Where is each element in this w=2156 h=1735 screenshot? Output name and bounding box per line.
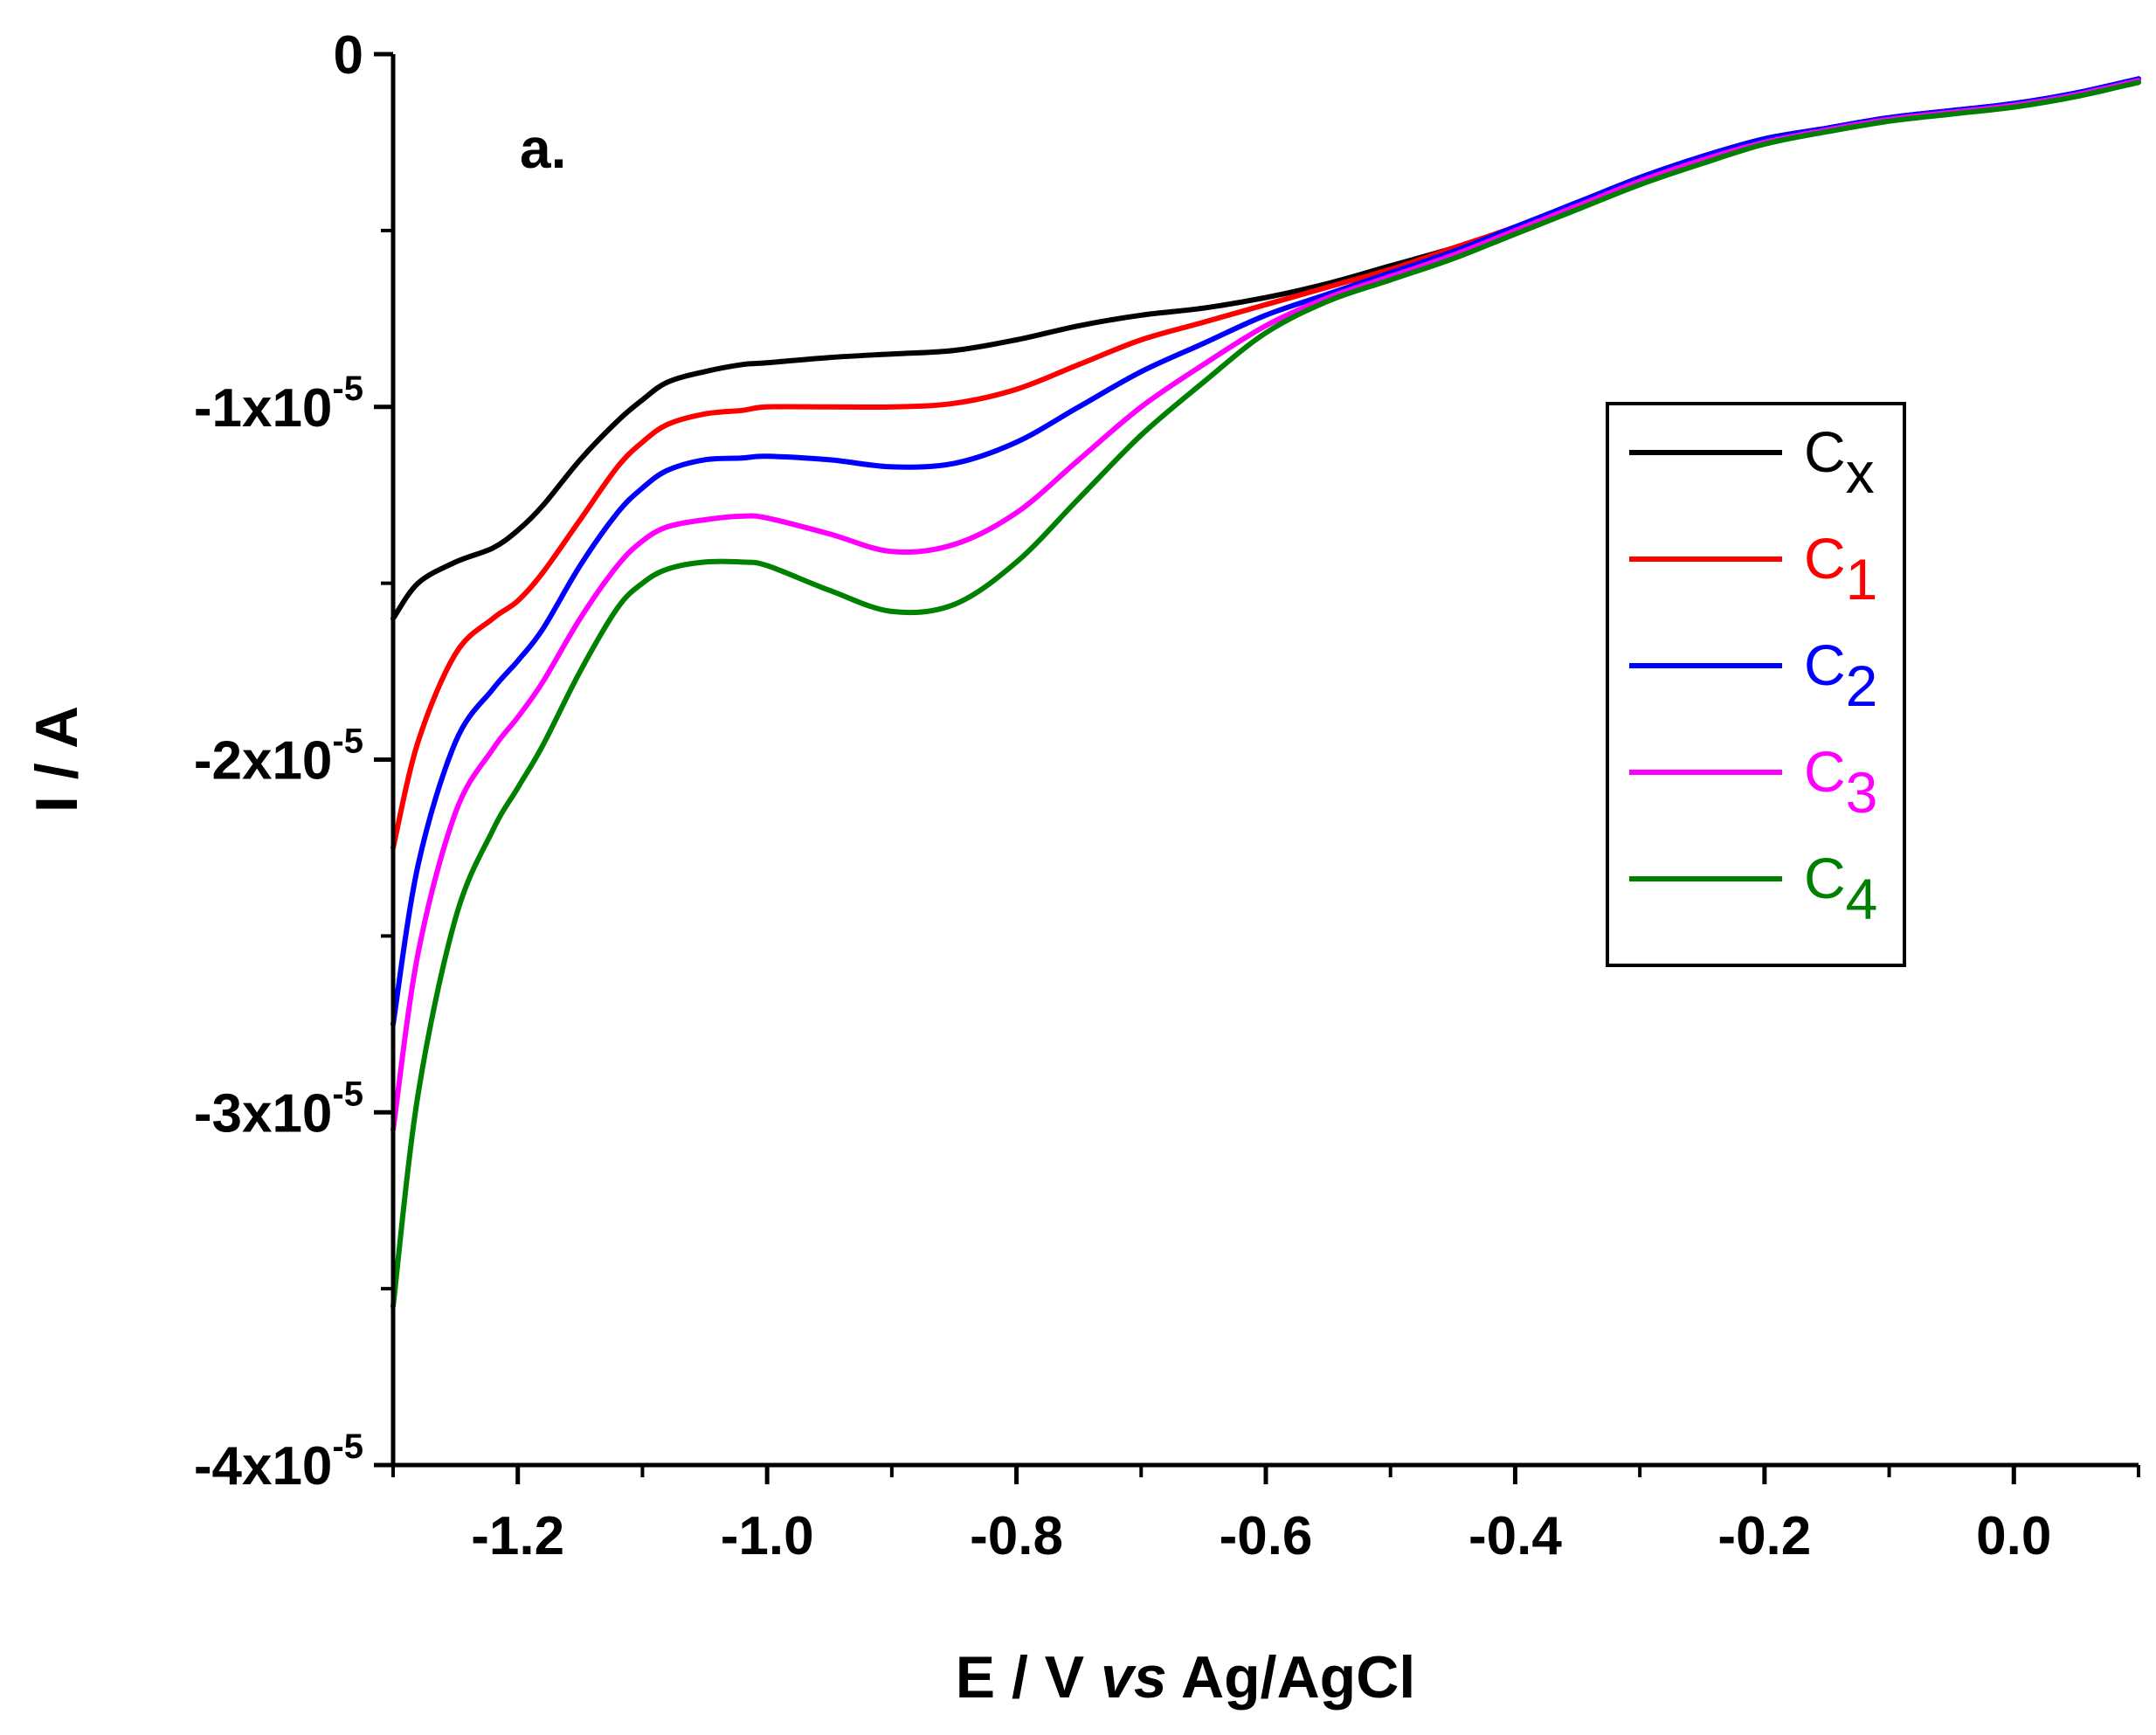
y-tick-exponent: -5 [332,1075,363,1113]
panel-label: a. [520,117,566,180]
legend-label-sub: 4 [1846,867,1878,931]
x-tick-label: -0.6 [1220,1506,1313,1566]
x-tick-label: -1.0 [721,1506,814,1566]
legend-label-sub: 2 [1846,653,1878,718]
y-ticks: 0-1x10-5-2x10-5-3x10-5-4x10-5 [194,25,393,1497]
legend-label-sub: x [1846,440,1875,505]
x-tick-label: -1.2 [471,1506,564,1566]
x-tick-label: 0.0 [1976,1506,2051,1566]
x-axis-label-main: E / V [956,1644,1101,1711]
x-tick-label: -0.4 [1468,1506,1562,1566]
y-tick-label: -4x10-5 [194,1427,363,1497]
x-axis-label-italic: vs [1101,1644,1167,1711]
legend-label-name: C [1804,739,1846,804]
y-tick-mantissa: -2x10 [194,731,333,791]
legend-label: Cx [1804,419,1875,505]
series-line-c2 [390,76,2141,1027]
y-tick-label: 0 [334,25,363,86]
legend-label: C4 [1804,846,1877,931]
legend-label: C2 [1804,632,1877,718]
x-axis-label: E / V vs Ag/AgCl [956,1644,1415,1711]
legend-label: C3 [1804,739,1877,825]
y-tick-label: -2x10-5 [194,722,363,791]
y-tick-mantissa: 0 [334,25,363,86]
x-ticks: -1.2 -1.0 -0.8 -0.6 -0.4 -0.2 0.0 [391,1465,2140,1566]
y-tick-exponent: -5 [332,1427,363,1466]
series-layer [390,76,2141,1310]
legend-label-name: C [1804,632,1846,697]
y-tick-mantissa: -1x10 [194,378,333,439]
legend-label-name: C [1804,419,1846,484]
y-tick-mantissa: -3x10 [194,1083,333,1144]
y-tick-mantissa: -4x10 [194,1436,333,1497]
legend-label: C1 [1804,526,1877,612]
y-axis-label: I / A [24,706,90,812]
y-tick-label: -1x10-5 [194,370,363,439]
y-tick-exponent: -5 [332,722,363,761]
x-tick-label: -0.8 [970,1506,1063,1566]
x-axis-label-rest: Ag/AgCl [1167,1644,1416,1711]
series-line-c4 [390,79,2141,1310]
legend-label-sub: 1 [1846,547,1878,612]
legend-label-name: C [1804,526,1846,591]
legend-label-sub: 3 [1846,760,1878,825]
x-tick-label: -0.2 [1717,1506,1811,1566]
y-tick-label: -3x10-5 [194,1075,363,1144]
plot-area: -1.2 -1.0 -0.8 -0.6 -0.4 -0.2 0.0 0-1x10-5-2x1… [194,25,2141,1566]
y-tick-exponent: -5 [332,370,363,408]
legend-label-name: C [1804,846,1846,910]
legend-box [1606,402,1906,967]
